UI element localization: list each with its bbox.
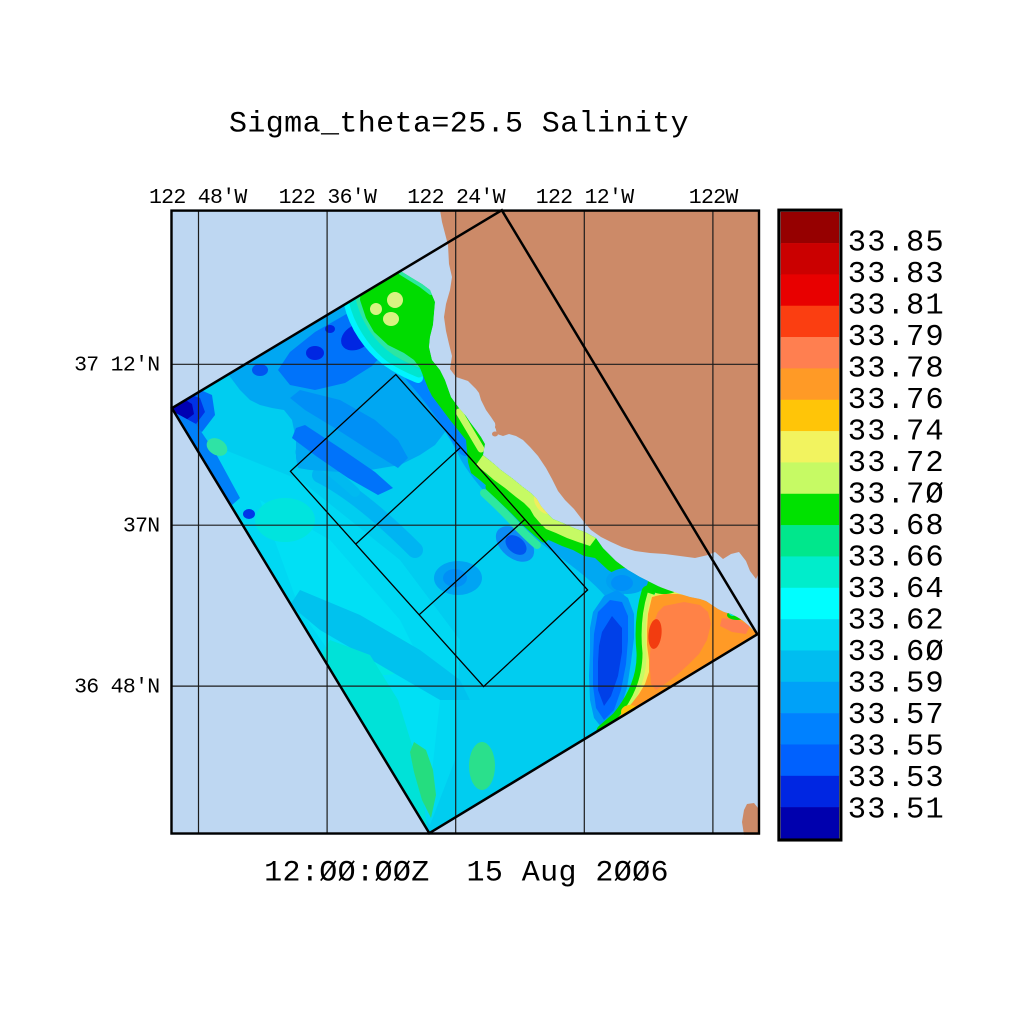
- svg-text:122W: 122W: [689, 186, 739, 210]
- svg-text:122 24'W: 122 24'W: [407, 186, 505, 210]
- svg-text:12:ØØ:ØØZ 15 Aug 2ØØ6: 12:ØØ:ØØZ 15 Aug 2ØØ6: [264, 857, 669, 891]
- svg-text:33.62: 33.62: [848, 604, 945, 638]
- svg-text:33.68: 33.68: [848, 510, 945, 544]
- svg-text:33.64: 33.64: [848, 573, 945, 607]
- svg-text:33.55: 33.55: [848, 730, 945, 764]
- svg-text:33.53: 33.53: [848, 762, 945, 796]
- svg-text:33.83: 33.83: [848, 258, 945, 292]
- svg-text:37N: 37N: [123, 515, 160, 539]
- svg-text:33.59: 33.59: [848, 667, 945, 701]
- svg-text:33.74: 33.74: [848, 415, 945, 449]
- svg-text:33.76: 33.76: [848, 384, 945, 418]
- svg-text:37 12'N: 37 12'N: [74, 354, 159, 378]
- svg-text:33.7Ø: 33.7Ø: [848, 478, 945, 512]
- svg-text:122 12'W: 122 12'W: [536, 186, 634, 210]
- svg-text:33.51: 33.51: [848, 793, 945, 827]
- svg-text:33.79: 33.79: [848, 321, 945, 355]
- svg-text:36 48'N: 36 48'N: [74, 676, 159, 700]
- svg-text:122 48'W: 122 48'W: [149, 186, 247, 210]
- svg-text:33.66: 33.66: [848, 541, 945, 575]
- svg-text:Sigma_theta=25.5 Salinity: Sigma_theta=25.5 Salinity: [229, 108, 689, 142]
- svg-text:33.57: 33.57: [848, 699, 945, 733]
- svg-text:33.72: 33.72: [848, 447, 945, 481]
- svg-text:33.78: 33.78: [848, 352, 945, 386]
- svg-text:122 36'W: 122 36'W: [279, 186, 377, 210]
- svg-text:33.85: 33.85: [848, 226, 945, 260]
- svg-text:33.6Ø: 33.6Ø: [848, 636, 945, 670]
- svg-text:33.81: 33.81: [848, 289, 945, 323]
